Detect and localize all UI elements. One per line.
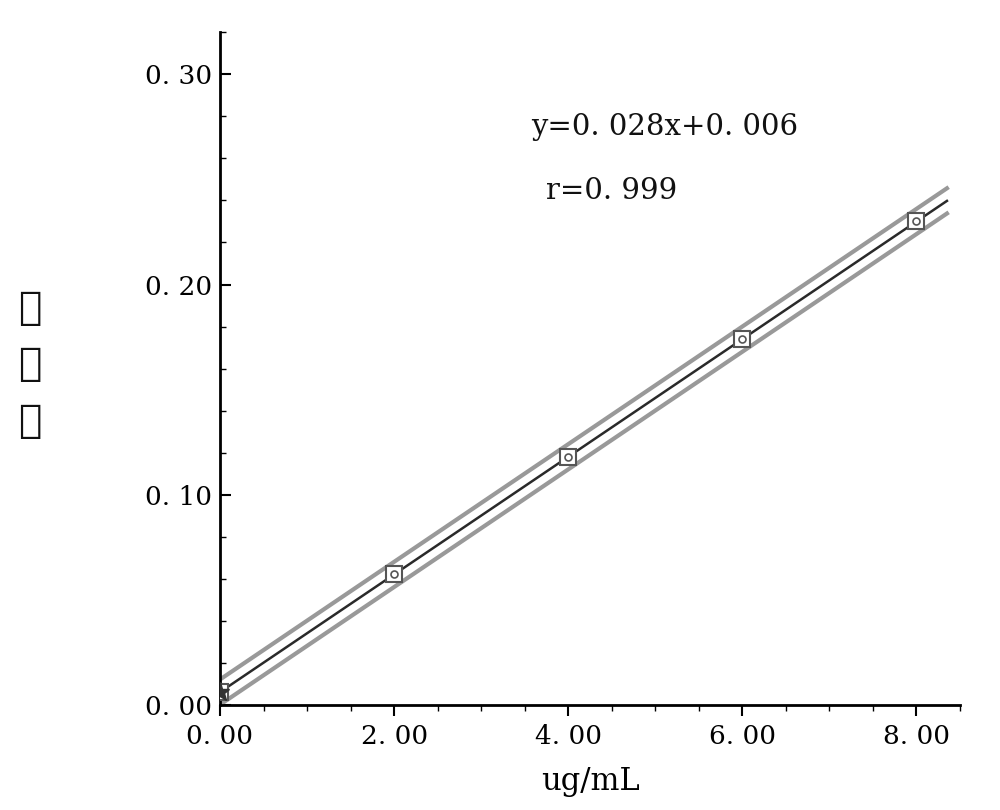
Text: 分: 分 [18,289,42,326]
Text: 光: 光 [18,346,42,383]
X-axis label: ug/mL: ug/mL [541,765,639,797]
Text: 度: 度 [18,403,42,440]
Text: y=0. 028x+0. 006: y=0. 028x+0. 006 [531,113,798,141]
Text: r=0. 999: r=0. 999 [546,177,677,205]
